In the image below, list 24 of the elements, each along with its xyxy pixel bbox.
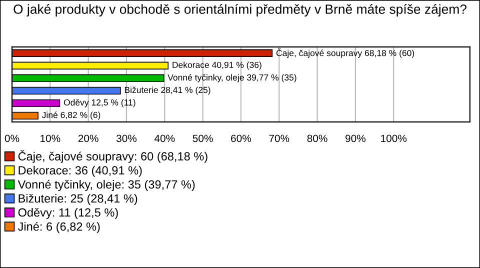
x-tick-label: 0% [4,134,20,142]
x-tick-label: 70% [269,134,290,142]
x-tick-label: 80% [307,134,328,142]
x-tick-label: 100% [381,134,407,142]
x-tick-label: 30% [116,134,137,142]
data-label: Jiné 6,82 % (6) [42,112,100,120]
legend-label: Čaje, čajové soupravy: 60 (68,18 %) [18,150,208,163]
x-tick-label: 10% [40,134,60,142]
data-label: Dekorace 40,91 % (36) [172,62,262,70]
chart-title: O jaké produkty v obchodě s orientálními předměty v Brně máte spíše zájem? [14,4,467,16]
data-label: Vonné tyčinky, oleje 39,77 % (35) [168,74,296,82]
legend-label: Oděvy: 11 (12,5 %) [18,208,118,219]
legend-label: Dekorace: 36 (40,91 %) [18,166,142,177]
x-tick-label: 60% [231,134,252,142]
data-label: Čaje, čajové soupravy 68,18 % (60) [276,48,414,58]
legend-label: Jiné: 6 (6,82 %) [18,222,100,234]
data-label: Bižuterie 28,41 % (25) [124,86,210,95]
x-tick-label: 90% [346,134,366,142]
x-tick-label: 20% [78,134,98,142]
data-label: Oděvy 12,5 % (11) [64,99,136,108]
x-tick-label: 50% [192,134,213,142]
legend-label: Bižuterie: 25 (28,41 %) [18,194,138,205]
legend-label: Vonné tyčinky, oleje: 35 (39,77 %) [18,180,195,191]
x-tick-label: 40% [154,134,175,142]
